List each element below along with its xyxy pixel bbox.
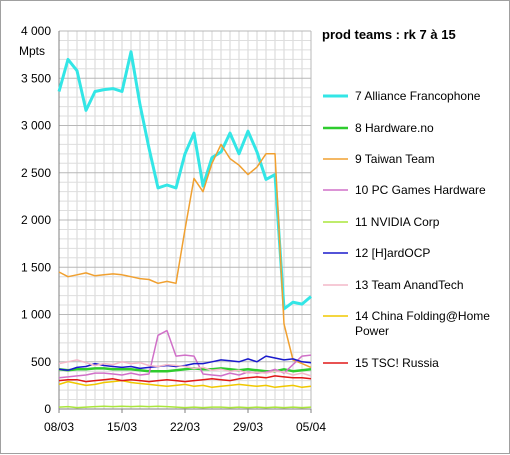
grid-horizontal [59, 30, 311, 410]
y-tick-label: 500 [31, 355, 51, 369]
series-line [58, 379, 312, 389]
y-tick-label: 4 000 [21, 24, 51, 38]
series-lines [57, 50, 312, 409]
legend-entry: 14 China Folding@Home Power [355, 309, 490, 338]
series-line [58, 143, 312, 369]
x-tick-label: 22/03 [170, 420, 200, 434]
x-tick-label: 08/03 [44, 420, 74, 434]
series-line [58, 359, 312, 377]
x-tick-label: 15/03 [107, 420, 137, 434]
axes [58, 31, 312, 413]
y-tick-label: 3 500 [21, 71, 51, 85]
y-tick-label: 2 500 [21, 166, 51, 180]
chart-title: prod teams : rk 7 à 15 [322, 27, 456, 42]
legend-entry: 15 TSC! Russia [355, 356, 439, 370]
y-tick-label: 3 000 [21, 119, 51, 133]
series-line [58, 405, 312, 409]
y-tick-label: 1 500 [21, 260, 51, 274]
legend-entry: 11 NVIDIA Corp [355, 215, 440, 229]
legend-entry: 8 Hardware.no [355, 121, 434, 135]
legend: 7 Alliance Francophone 8 Hardware.no 9 Tai… [323, 89, 490, 370]
y-tick-labels: 0 500 1 000 1 500 2 000 2 500 3 000 3 500 4 000 [21, 24, 51, 416]
legend-entry: 12 [H]ardOCP [355, 246, 430, 260]
y-tick-label: 1 000 [21, 308, 51, 322]
y-tick-label: 0 [44, 402, 51, 416]
x-tick-label: 05/04 [296, 420, 326, 434]
x-tick-label: 29/03 [233, 420, 263, 434]
x-tick-labels: 08/03 15/03 22/03 29/03 05/04 [44, 420, 326, 434]
legend-entry: 7 Alliance Francophone [355, 89, 481, 103]
y-tick-label: 2 000 [21, 213, 51, 227]
legend-entry: 10 PC Games Hardware [355, 183, 486, 197]
legend-entry: 9 Taiwan Team [355, 152, 435, 166]
series-line [57, 50, 312, 311]
y-axis-unit: Mpts [19, 44, 45, 58]
series-line [58, 375, 312, 383]
legend-entry: 13 Team AnandTech [355, 278, 464, 292]
series-line [58, 329, 312, 379]
